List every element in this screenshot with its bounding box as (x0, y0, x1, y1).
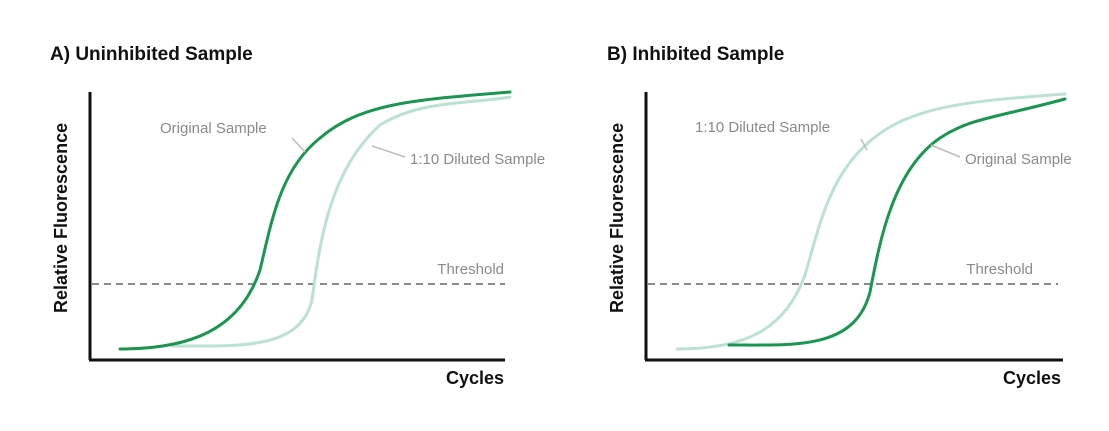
series-line-1-10-diluted-sample (675, 92, 1067, 351)
chart-panel-inhibited: B) Inhibited Sample Threshold 1:10 Dilut… (555, 0, 1109, 431)
threshold-label: Threshold (966, 261, 1033, 278)
series-line-original-sample (118, 90, 512, 351)
y-axis-label: Relative Fluorescence (607, 123, 627, 313)
threshold-label: Threshold (437, 261, 504, 278)
leader-line-original (291, 137, 306, 153)
leader-line-diluted (860, 138, 868, 151)
y-axis-label: Relative Fluorescence (51, 123, 71, 313)
x-axis-label: Cycles (1003, 368, 1061, 388)
x-axis-label: Cycles (446, 368, 504, 388)
series-label-original: Original Sample (965, 151, 1072, 168)
leader-line-original (930, 144, 961, 158)
chart-panel-uninhibited: A) Uninhibited Sample Threshold Original… (0, 0, 554, 431)
chart-svg: Threshold Original Sample 1:10 Diluted S… (51, 90, 545, 388)
series-label-diluted: 1:10 Diluted Sample (695, 119, 830, 136)
chart-svg: Threshold 1:10 Diluted Sample Original S… (607, 92, 1072, 388)
chart-title: A) Uninhibited Sample (50, 44, 253, 65)
series-label-original: Original Sample (160, 120, 267, 137)
leader-line-diluted (371, 145, 406, 158)
series-label-diluted: 1:10 Diluted Sample (410, 151, 545, 168)
chart-title: B) Inhibited Sample (607, 44, 785, 65)
series-line-1-10-diluted-sample (170, 95, 512, 348)
series-line-original-sample (727, 97, 1067, 347)
